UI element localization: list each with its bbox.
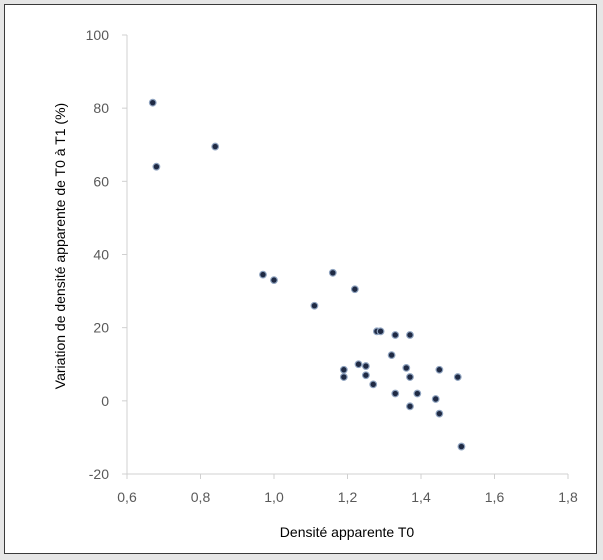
data-point	[402, 364, 411, 372]
data-point	[376, 327, 385, 336]
data-point	[354, 360, 363, 369]
data-point	[339, 365, 348, 374]
data-point	[361, 362, 370, 370]
x-tick-label: 1,2	[338, 489, 358, 505]
data-point	[453, 373, 462, 381]
y-axis-title: Variation de densité apparente de T0 à T…	[52, 103, 68, 389]
data-point	[406, 331, 414, 339]
y-tick-label: 60	[93, 173, 109, 189]
chart-frame: -20 0 20 40 60 80 100 0,6 0,8 1,0 1,2 1,4 1,6 1,8 De…	[4, 4, 597, 554]
data-point	[270, 276, 278, 285]
data-point	[457, 442, 466, 451]
y-axis-ticks: -20 0 20 40 60 80 100	[86, 27, 127, 482]
y-tick-label: 0	[101, 393, 109, 409]
x-axis-ticks: 0,6 0,8 1,0 1,2 1,4 1,6 1,8	[117, 474, 578, 505]
scatter-chart: -20 0 20 40 60 80 100 0,6 0,8 1,0 1,2 1,4 1,6 1,8 De…	[52, 27, 578, 540]
data-point	[406, 402, 414, 411]
x-tick-label: 1,8	[558, 489, 578, 505]
data-point	[259, 270, 267, 279]
data-point	[391, 331, 400, 339]
data-points	[148, 98, 466, 451]
x-tick-label: 1,0	[264, 489, 284, 505]
data-point	[339, 373, 348, 381]
y-tick-label: 40	[93, 247, 109, 263]
data-point	[328, 268, 337, 277]
x-tick-label: 1,6	[485, 489, 505, 505]
x-tick-label: 0,6	[117, 489, 137, 505]
x-tick-label: 0,8	[191, 489, 211, 505]
y-tick-label: 100	[86, 27, 110, 43]
y-tick-label: 20	[93, 320, 109, 336]
data-point	[413, 389, 422, 398]
data-point	[435, 365, 444, 374]
data-point	[369, 380, 378, 389]
data-point	[406, 373, 414, 381]
data-point	[310, 301, 319, 310]
data-point	[211, 142, 220, 151]
data-point	[435, 409, 444, 418]
data-point	[361, 371, 370, 380]
x-axis-title: Densité apparente T0	[280, 524, 415, 540]
data-point	[350, 285, 359, 294]
data-point	[148, 98, 157, 107]
data-point	[152, 162, 161, 171]
y-tick-label: -20	[89, 466, 109, 482]
y-tick-label: 80	[93, 100, 109, 116]
x-tick-label: 1,4	[411, 489, 431, 505]
data-point	[387, 351, 396, 360]
data-point	[431, 395, 440, 403]
data-point	[391, 389, 400, 398]
